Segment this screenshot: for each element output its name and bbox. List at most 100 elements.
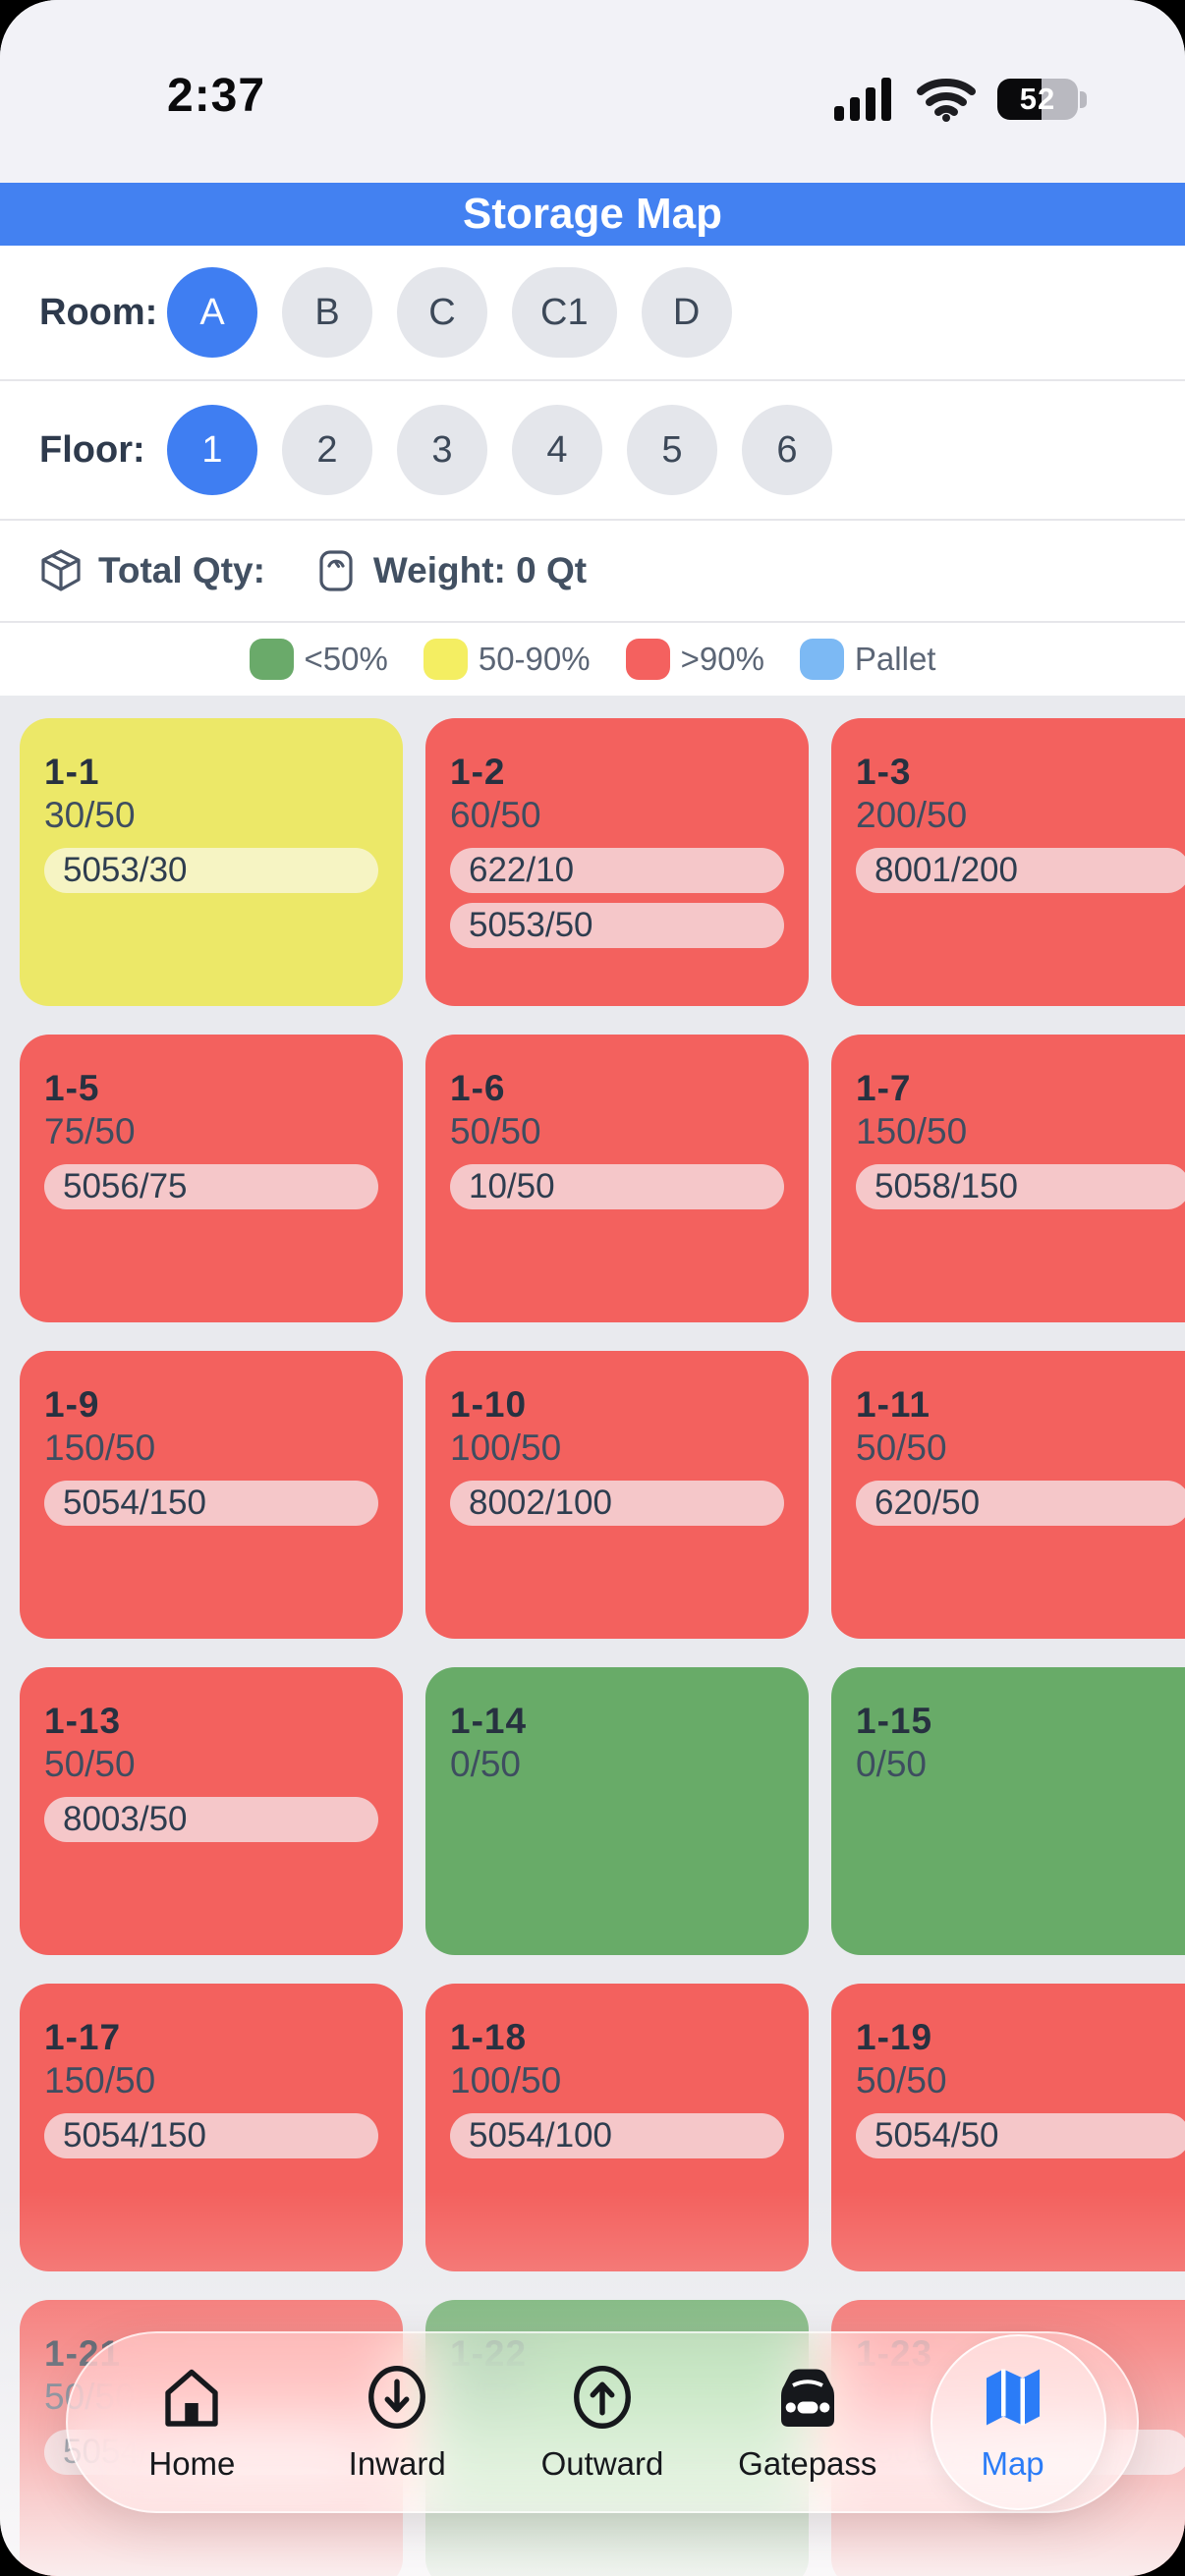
storage-cell-1-17[interactable]: 1-17 150/50 5054/150 [20, 1984, 403, 2271]
cell-id-label: 1-15 [856, 1701, 933, 1741]
floor-button-4[interactable]: 4 [512, 405, 602, 495]
storage-cell-1-5[interactable]: 1-5 75/50 5056/75 [20, 1035, 403, 1322]
storage-cell-1-13[interactable]: 1-13 50/50 8003/50 [20, 1667, 403, 1955]
app-header: Storage Map [0, 183, 1185, 246]
storage-cell-1-19[interactable]: 1-19 50/50 5054/50 [831, 1984, 1185, 2271]
cell-item-pill: 620/50 [856, 1481, 1185, 1526]
cell-id-label: 1-11 [856, 1384, 931, 1425]
cell-id-label: 1-6 [450, 1068, 506, 1108]
legend-swatch [249, 639, 294, 680]
cell-qty-label: 200/50 [856, 795, 968, 835]
cell-qty-label: 150/50 [856, 1111, 968, 1151]
cell-qty-label: 150/50 [44, 2060, 156, 2100]
cell-id-label: 1-2 [450, 752, 506, 792]
wifi-icon [917, 79, 976, 122]
cellular-signal-icon [834, 78, 891, 121]
cell-qty-label: 50/50 [856, 2060, 947, 2100]
floor-button-5[interactable]: 5 [627, 405, 717, 495]
room-button-c[interactable]: C [397, 267, 487, 358]
cell-id-label: 1-10 [450, 1384, 528, 1425]
room-button-a[interactable]: A [167, 267, 257, 358]
cell-item-pill: 10/50 [450, 1164, 784, 1209]
storage-cell-1-9[interactable]: 1-9 150/50 5054/150 [20, 1351, 403, 1639]
floor-label: Floor: [39, 428, 145, 471]
floor-button-2[interactable]: 2 [282, 405, 372, 495]
legend-label: >90% [680, 641, 764, 677]
cell-id-label: 1-5 [44, 1068, 100, 1108]
cell-item-pill: 5054/150 [44, 2113, 378, 2158]
tab-map[interactable]: Map [917, 2361, 1109, 2484]
cell-id-label: 1-17 [44, 2017, 122, 2057]
room-button-d[interactable]: D [641, 267, 732, 358]
legend-item: >90% [625, 639, 764, 680]
cell-qty-label: 0/50 [450, 1744, 522, 1784]
tab-label: Home [148, 2445, 236, 2482]
legend-swatch [625, 639, 670, 680]
floor-button-6[interactable]: 6 [742, 405, 832, 495]
tab-home[interactable]: Home [95, 2361, 288, 2484]
page-title: Storage Map [462, 190, 723, 238]
cell-item-pill: 5058/150 [856, 1164, 1185, 1209]
tab-inward[interactable]: Inward [301, 2361, 493, 2484]
cell-qty-label: 50/50 [450, 1111, 541, 1151]
tab-label: Inward [348, 2445, 446, 2482]
storage-cell-1-6[interactable]: 1-6 50/50 10/50 [425, 1035, 809, 1322]
package-box-icon [41, 549, 81, 591]
tab-bar: Home Inward Outward Gatepass Map [66, 2331, 1139, 2513]
legend-item: <50% [249, 639, 388, 680]
room-button-b[interactable]: B [282, 267, 372, 358]
capacity-legend: <50% 50-90% >90% Pallet [0, 623, 1185, 696]
room-selector: Room: A B C C1 D [0, 246, 1185, 381]
room-button-c1[interactable]: C1 [512, 267, 617, 358]
storage-cell-1-11[interactable]: 1-11 50/50 620/50 [831, 1351, 1185, 1639]
tab-outward[interactable]: Outward [506, 2361, 699, 2484]
storage-cell-1-3[interactable]: 1-3 200/50 8001/200 [831, 718, 1185, 1006]
storage-cell-1-1[interactable]: 1-1 30/50 5053/30 [20, 718, 403, 1006]
cell-item-pill: 5056/75 [44, 1164, 378, 1209]
tab-label: Map [981, 2445, 1044, 2482]
legend-swatch [423, 639, 468, 680]
storage-cell-1-7[interactable]: 1-7 150/50 5058/150 [831, 1035, 1185, 1322]
status-icons: 52 [834, 77, 1087, 122]
cell-id-label: 1-14 [450, 1701, 528, 1741]
cell-item-pill: 5054/100 [450, 2113, 784, 2158]
battery-percent: 52 [1019, 82, 1056, 116]
storage-cell-1-10[interactable]: 1-10 100/50 8002/100 [425, 1351, 809, 1639]
tab-label: Gatepass [738, 2445, 877, 2482]
cell-qty-label: 60/50 [450, 795, 541, 835]
total-qty-label: Total Qty: [98, 550, 265, 590]
weight-label: Weight: 0 Qt [372, 550, 588, 590]
battery-icon: 52 [997, 79, 1087, 120]
room-label: Room: [39, 291, 158, 333]
legend-label: Pallet [854, 641, 936, 677]
cell-id-label: 1-19 [856, 2017, 933, 2057]
status-time: 2:37 [167, 70, 266, 122]
storage-cell-1-2[interactable]: 1-2 60/50 622/10 5053/50 [425, 718, 809, 1006]
cell-id-label: 1-1 [44, 752, 100, 792]
floor-button-1[interactable]: 1 [167, 405, 257, 495]
cell-qty-label: 50/50 [44, 1744, 136, 1784]
home-icon [156, 2362, 227, 2436]
tab-gatepass[interactable]: Gatepass [711, 2361, 904, 2484]
legend-label: 50-90% [478, 641, 591, 677]
cell-qty-label: 100/50 [450, 2060, 562, 2100]
cell-qty-label: 50/50 [856, 1428, 947, 1468]
storage-cell-1-14[interactable]: 1-14 0/50 [425, 1667, 809, 1955]
summary-bar: Total Qty: Weight: 0 Qt [0, 521, 1185, 623]
cell-qty-label: 0/50 [856, 1744, 928, 1784]
cell-item-pill: 5054/50 [856, 2113, 1185, 2158]
cell-id-label: 1-13 [44, 1701, 122, 1741]
status-bar: 2:37 52 [0, 0, 1185, 183]
tab-label: Outward [540, 2445, 664, 2482]
cell-item-pill: 8001/200 [856, 848, 1185, 893]
cell-item-pill: 5053/50 [450, 903, 784, 948]
floor-button-3[interactable]: 3 [397, 405, 487, 495]
legend-item: Pallet [799, 639, 936, 680]
storage-cell-1-15[interactable]: 1-15 0/50 [831, 1667, 1185, 1955]
map-icon [978, 2362, 1048, 2436]
cell-item-pill: 8002/100 [450, 1481, 784, 1526]
outward-icon [567, 2362, 638, 2436]
storage-cell-1-18[interactable]: 1-18 100/50 5054/100 [425, 1984, 809, 2271]
